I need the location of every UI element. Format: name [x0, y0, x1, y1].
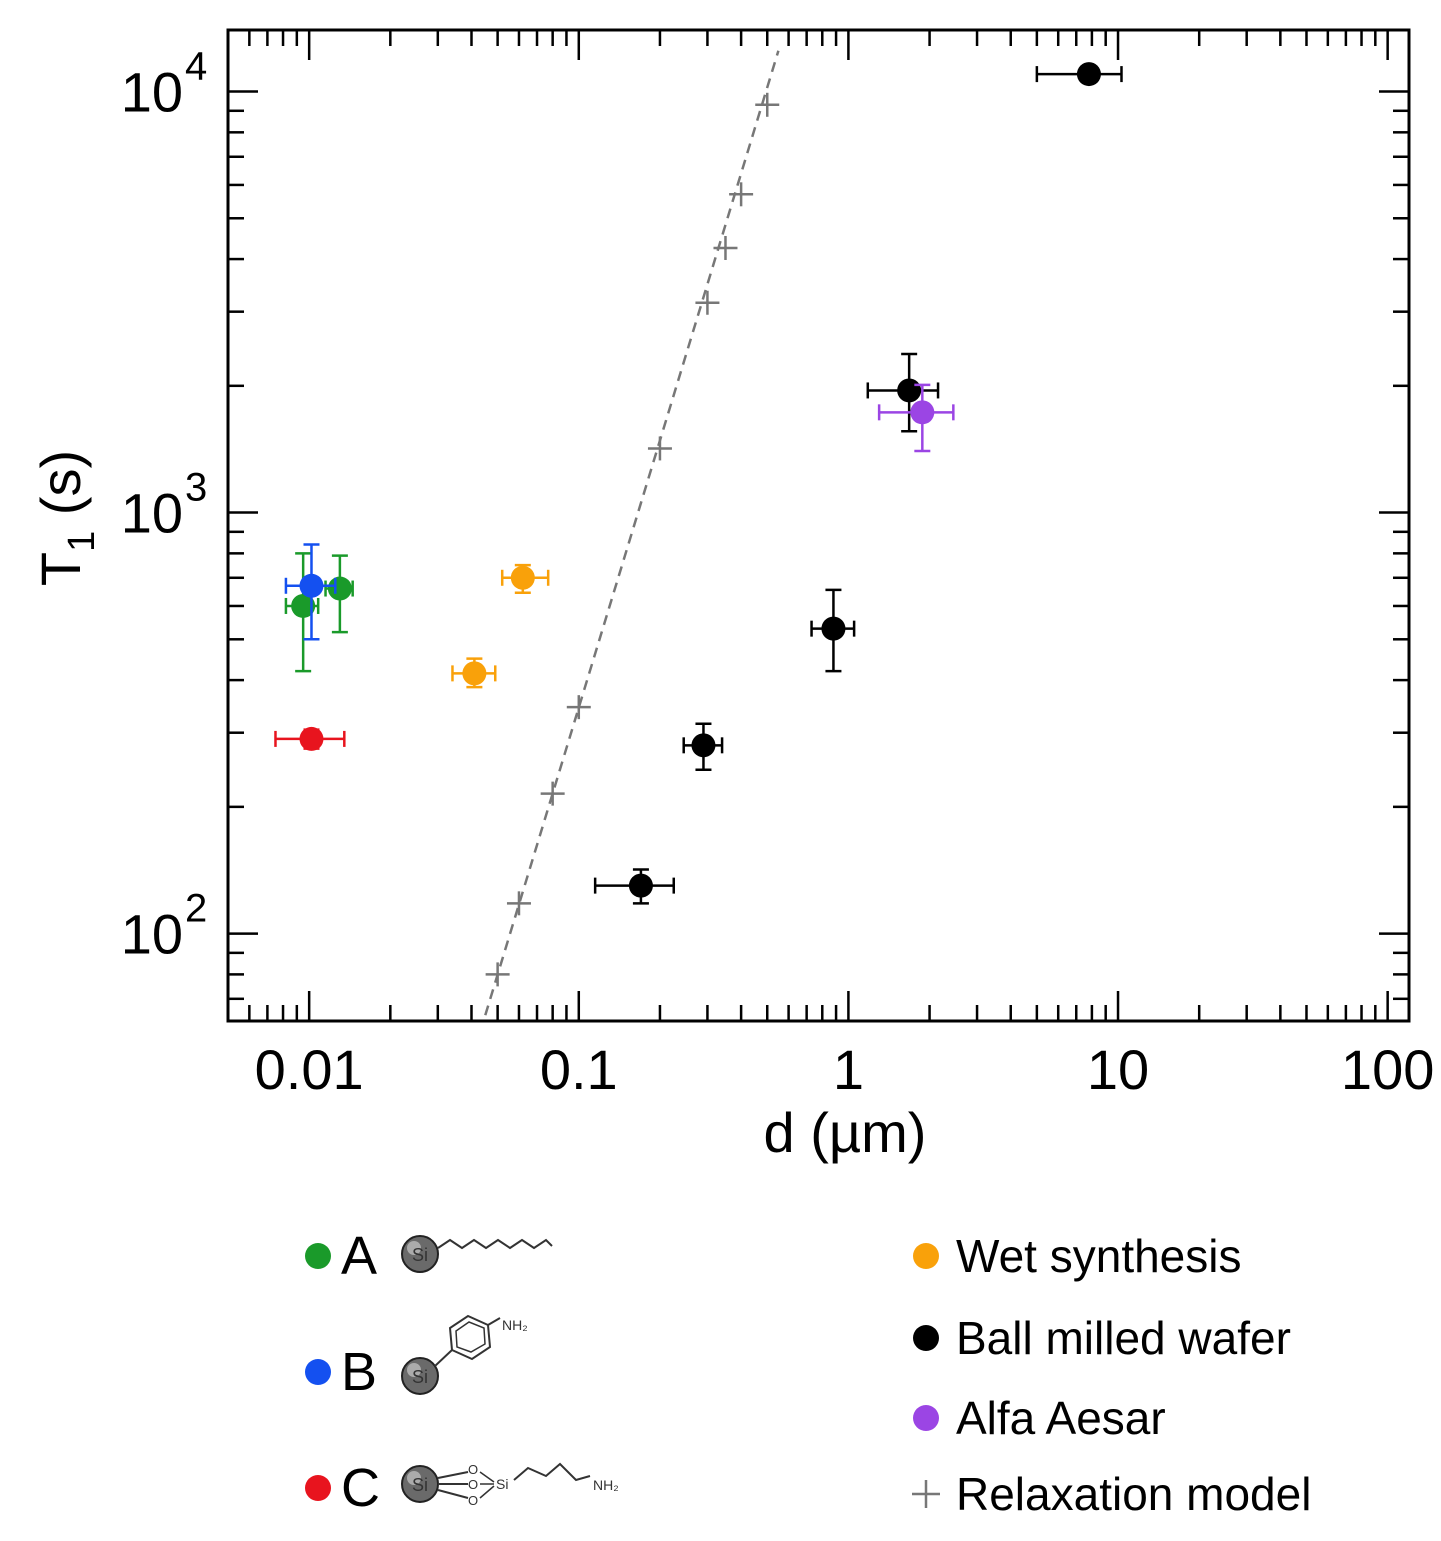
- x-tick-label: 10: [1087, 1038, 1149, 1101]
- data-marker: [821, 616, 846, 641]
- legend-label-b: B: [341, 1342, 377, 1402]
- y-tick-exponent: 2: [185, 887, 207, 931]
- legend-item-c: C Si O O O Si NH₂: [305, 1458, 619, 1518]
- legend-item-wet-synthesis: Wet synthesis: [913, 1230, 1241, 1282]
- model-point: [695, 290, 720, 315]
- legend-label-relaxation-model: Relaxation model: [956, 1468, 1311, 1520]
- model-point: [485, 962, 510, 987]
- model-point: [729, 182, 754, 207]
- legend-marker-ball-milled-wafer: [913, 1325, 939, 1351]
- x-tick-label: 1: [833, 1038, 864, 1101]
- legend-marker-b: [305, 1359, 331, 1385]
- data-point-wet-synthesis: [500, 563, 550, 594]
- legend-label-c: C: [341, 1458, 380, 1518]
- data-point-ball-milled-wafer: [682, 722, 724, 771]
- x-tick-label: 0.01: [255, 1038, 364, 1101]
- model-point: [506, 891, 531, 916]
- svg-text:Si: Si: [496, 1476, 508, 1492]
- model-line: [484, 50, 780, 1016]
- legend-label-alfa-aesar: Alfa Aesar: [956, 1392, 1166, 1444]
- legend-item-alfa-aesar: Alfa Aesar: [913, 1392, 1166, 1444]
- model-point: [713, 235, 738, 260]
- molecule-c-icon: Si O O O Si NH₂: [401, 1462, 619, 1508]
- y-axis-title-tail: (s): [29, 450, 92, 531]
- data-marker: [462, 661, 487, 686]
- model-point: [647, 436, 672, 461]
- svg-text:O: O: [468, 1462, 478, 1477]
- data-point-ball-milled-wafer: [810, 588, 856, 673]
- data-marker: [299, 726, 324, 751]
- data-point-a: [284, 552, 320, 673]
- svg-text:O: O: [468, 1477, 478, 1492]
- data-marker: [1076, 62, 1101, 87]
- data-marker: [291, 593, 316, 618]
- plot-frame: [226, 28, 1411, 1023]
- y-tick-label: 10: [121, 61, 183, 124]
- legend-marker-c: [305, 1475, 331, 1501]
- x-axis-title: d (µm): [764, 1101, 927, 1164]
- data-marker: [628, 873, 653, 898]
- plot-area: [274, 50, 1123, 1016]
- legend-marker-a: [305, 1243, 331, 1269]
- data-marker: [327, 576, 352, 601]
- svg-text:Si: Si: [412, 1367, 428, 1387]
- y-axis-title-sub: 1: [61, 531, 103, 552]
- svg-text:Si: Si: [412, 1245, 428, 1265]
- y-axis-title: T1 (s): [29, 450, 103, 586]
- svg-text:Si: Si: [412, 1475, 428, 1495]
- model-point: [540, 781, 565, 806]
- legend-item-ball-milled-wafer: Ball milled wafer: [913, 1312, 1291, 1364]
- legend-item-a: A Si: [305, 1226, 553, 1286]
- molecule-a-icon: Si: [401, 1235, 553, 1273]
- legend: A Si B Si NH₂: [305, 1226, 1311, 1520]
- data-point-ball-milled-wafer: [1035, 62, 1123, 87]
- data-point-ball-milled-wafer: [593, 868, 675, 905]
- legend-label-a: A: [341, 1226, 377, 1286]
- x-tick-label: 100: [1341, 1038, 1434, 1101]
- y-tick-label: 10: [121, 482, 183, 545]
- molecule-b-icon: Si NH₂: [401, 1314, 528, 1395]
- data-marker: [691, 733, 716, 758]
- data-marker: [897, 378, 922, 403]
- legend-item-b: B Si NH₂: [305, 1314, 528, 1402]
- data-point-b: [284, 543, 337, 641]
- x-tick-label: 0.1: [540, 1038, 618, 1101]
- y-axis-title-main: T: [29, 552, 92, 586]
- data-point-wet-synthesis: [451, 657, 497, 689]
- data-marker: [299, 573, 324, 598]
- data-marker: [510, 565, 535, 590]
- svg-text:O: O: [468, 1493, 478, 1508]
- data-point-alfa-aesar: [877, 383, 955, 453]
- svg-text:NH₂: NH₂: [593, 1477, 619, 1493]
- model-point: [566, 695, 591, 720]
- legend-marker-relaxation-model: [912, 1480, 940, 1508]
- svg-text:T1 (s): T1 (s): [29, 450, 103, 586]
- y-tick-label: 10: [121, 903, 183, 966]
- data-point-c: [274, 726, 346, 751]
- svg-text:NH₂: NH₂: [502, 1317, 528, 1333]
- legend-marker-alfa-aesar: [913, 1405, 939, 1431]
- legend-item-relaxation-model: Relaxation model: [912, 1468, 1311, 1520]
- data-point-a: [324, 554, 354, 634]
- data-marker: [910, 400, 935, 425]
- y-tick-exponent: 3: [185, 466, 207, 510]
- legend-marker-wet-synthesis: [913, 1243, 939, 1269]
- model-point: [755, 92, 780, 117]
- legend-label-ball-milled-wafer: Ball milled wafer: [956, 1312, 1291, 1364]
- y-tick-exponent: 4: [185, 45, 207, 89]
- legend-label-wet-synthesis: Wet synthesis: [956, 1230, 1241, 1282]
